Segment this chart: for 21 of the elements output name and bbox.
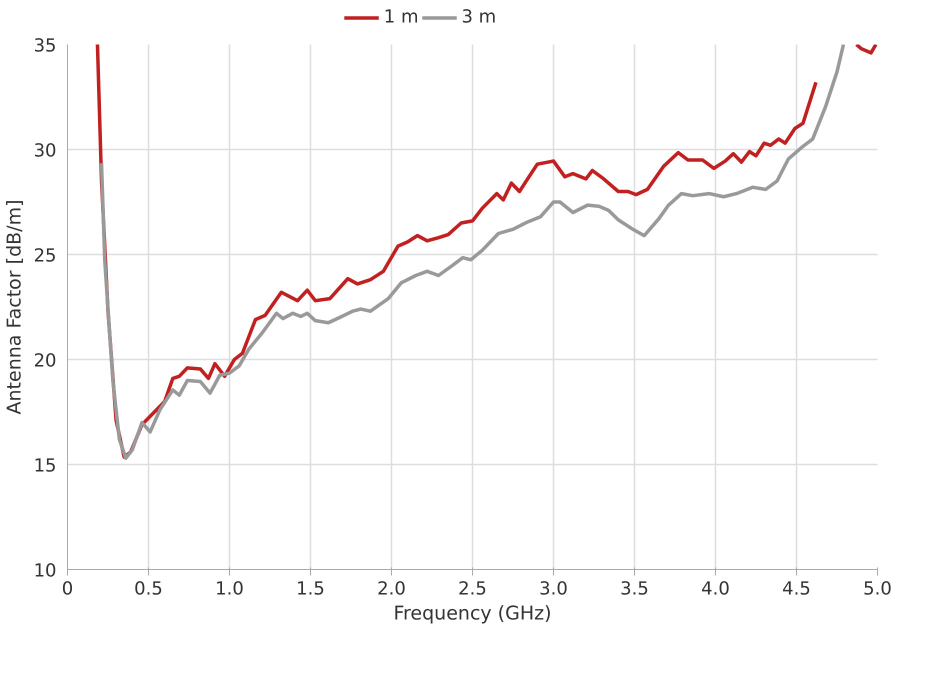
- x-tick-label: 2.0: [377, 578, 406, 600]
- y-axis-title: Antenna Factor [dB/m]: [4, 200, 26, 414]
- y-tick-label: 25: [34, 246, 56, 266]
- x-tick-label: 4.5: [782, 578, 811, 600]
- x-axis-title: Frequency (GHz): [394, 602, 552, 624]
- x-tick-label: 2.5: [458, 578, 487, 600]
- x-tick-label: 4.0: [701, 578, 730, 600]
- y-tick-label: 10: [34, 560, 56, 582]
- x-tick-label: 3.5: [620, 578, 649, 600]
- y-tick-label: 20: [34, 350, 56, 372]
- y-tick-label: 35: [34, 36, 56, 56]
- x-tick-label: 1.0: [215, 578, 244, 600]
- y-tick-label: 15: [34, 456, 56, 476]
- y-tick-label: 30: [34, 140, 56, 162]
- x-tick-label: 1.5: [296, 578, 325, 600]
- legend-label: 3 m: [462, 6, 496, 28]
- x-tick-label: 3.0: [539, 578, 568, 600]
- x-tick-label: 5.0: [863, 578, 892, 600]
- legend-label: 1 m: [384, 6, 418, 28]
- x-tick-label: 0.5: [134, 578, 163, 600]
- x-tick-label: 0: [62, 578, 74, 600]
